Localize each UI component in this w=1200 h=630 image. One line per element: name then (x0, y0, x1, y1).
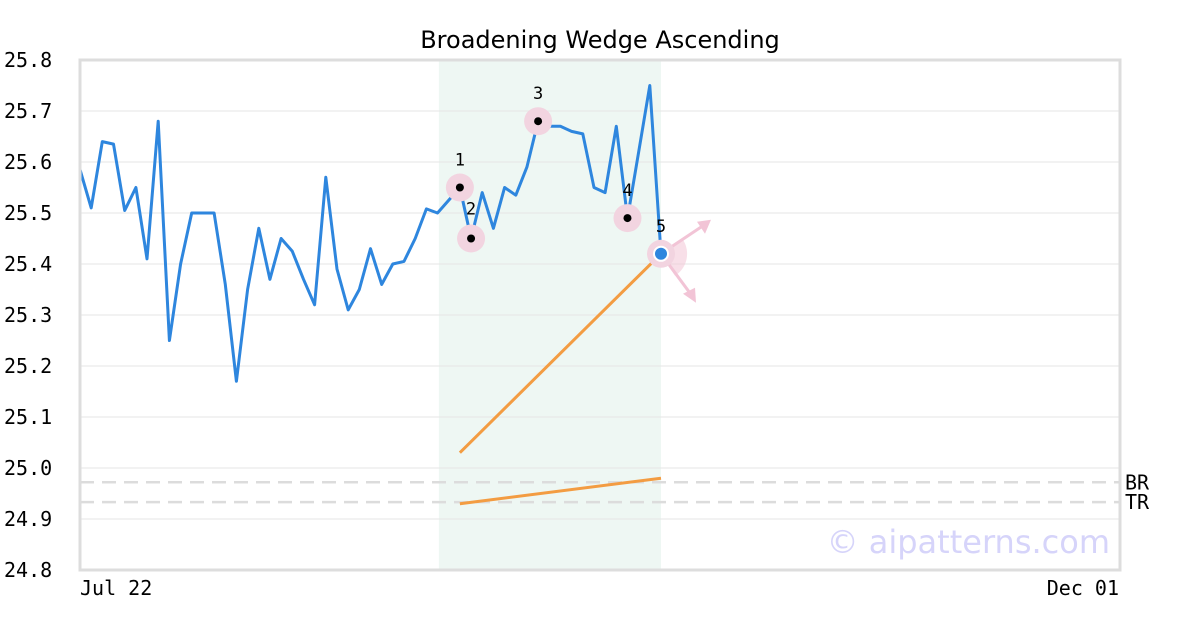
pivot-point (534, 117, 543, 126)
pivot-label: 2 (466, 200, 476, 220)
x-tick-label: Dec 01 (1047, 576, 1119, 600)
reference-label: TR (1125, 490, 1150, 514)
chart-title: Broadening Wedge Ascending (420, 26, 780, 54)
y-tick-label: 25.4 (4, 252, 52, 276)
y-tick-label: 25.5 (4, 201, 52, 225)
pivot-point (467, 234, 476, 243)
trendlines (458, 252, 663, 506)
y-axis-ticks: 24.8 24.9 25.0 25.1 25.2 25.3 25.4 25.5 25.6 25.7… (4, 48, 52, 582)
y-tick-label: 25.8 (4, 48, 52, 72)
reference-label: BR (1125, 470, 1150, 494)
y-tick-label: 25.3 (4, 303, 52, 327)
plot-frame (78, 58, 1122, 572)
pivot-point (455, 183, 464, 192)
y-tick-label: 25.2 (4, 354, 52, 378)
price-line (78, 84, 663, 383)
arrow-up-head (697, 219, 711, 234)
y-tick-label: 25.6 (4, 150, 52, 174)
trendline (459, 476, 662, 506)
y-tick-label: 25.0 (4, 456, 52, 480)
pivot-label: 3 (533, 84, 543, 104)
y-tick-label: 25.7 (4, 99, 52, 123)
watermark: © aipatterns.com (827, 523, 1110, 561)
y-tick-label: 24.9 (4, 507, 52, 531)
arrow-down-head (683, 287, 696, 303)
x-axis-ticks: Jul 22 Dec 01 (80, 576, 1119, 600)
pivot-label: 1 (455, 151, 465, 171)
pivot-markers: 1 2 3 4 5 (445, 84, 675, 268)
pivot-label: 4 (622, 181, 632, 201)
pivot-point (623, 214, 632, 223)
trendline (458, 252, 663, 454)
y-tick-label: 24.8 (4, 558, 52, 582)
pivot-label: 5 (656, 217, 666, 237)
y-tick-label: 25.1 (4, 405, 52, 429)
pivot-point (653, 245, 669, 262)
x-tick-label: Jul 22 (80, 576, 152, 600)
